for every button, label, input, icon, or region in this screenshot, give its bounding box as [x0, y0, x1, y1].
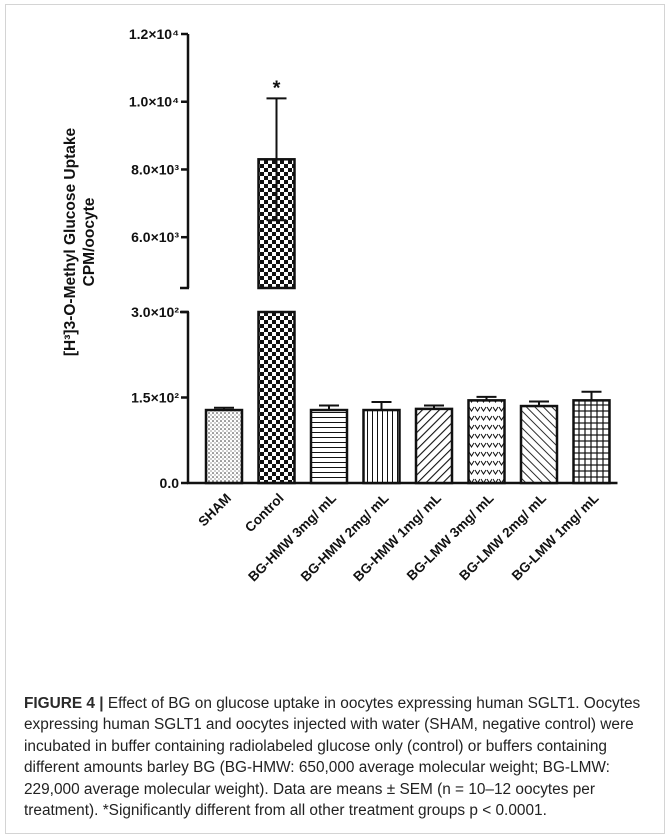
- caption-text: Effect of BG on glucose uptake in oocyte…: [24, 695, 641, 820]
- bar: [467, 399, 506, 485]
- bars: *: [204, 77, 611, 485]
- bar: [257, 310, 296, 485]
- bar: [204, 408, 244, 485]
- x-tick-label: Control: [242, 491, 287, 536]
- x-tick-label: BG-LMW 3mg/ mL: [404, 491, 497, 584]
- y-axis-label-line1: [H³]3-O-Methyl Glucose Uptake: [62, 128, 79, 357]
- y-tick-label: 1.0×10⁴: [129, 94, 179, 110]
- caption-label: FIGURE 4 |: [24, 695, 104, 712]
- figure-frame: [5, 4, 665, 834]
- y-tick-label: 0.0: [160, 475, 180, 491]
- y-tick-label: 3.0×10²: [131, 304, 179, 320]
- x-tick-label: BG-LMW 2mg/ mL: [456, 491, 549, 584]
- y-tick-label: 1.2×10⁴: [129, 26, 179, 42]
- x-tick-label: BG-HMW 3mg/ mL: [245, 491, 339, 585]
- x-tick-label: BG-HMW 1mg/ mL: [350, 491, 444, 585]
- y-tick-label: 1.5×10²: [131, 390, 179, 406]
- y-tick-label: 8.0×10³: [131, 161, 179, 177]
- bar: [572, 399, 611, 485]
- x-tick-label: SHAM: [195, 491, 234, 530]
- figure-caption: FIGURE 4 | Effect of BG on glucose uptak…: [24, 693, 652, 821]
- bar: [309, 408, 349, 485]
- bar: [519, 404, 559, 485]
- bar-chart: [H³]3-O-Methyl Glucose Uptake CPM/oocyte…: [62, 26, 618, 585]
- bar: [414, 407, 454, 485]
- x-tick-label: BG-HMW 2mg/ mL: [298, 491, 392, 585]
- bar: [362, 408, 401, 485]
- y-axis-label-line2: CPM/oocyte: [81, 197, 98, 286]
- y-tick-label: 6.0×10³: [131, 229, 179, 245]
- significance-marker: *: [273, 77, 281, 99]
- x-tick-label: BG-LMW 1mg/ mL: [509, 491, 602, 584]
